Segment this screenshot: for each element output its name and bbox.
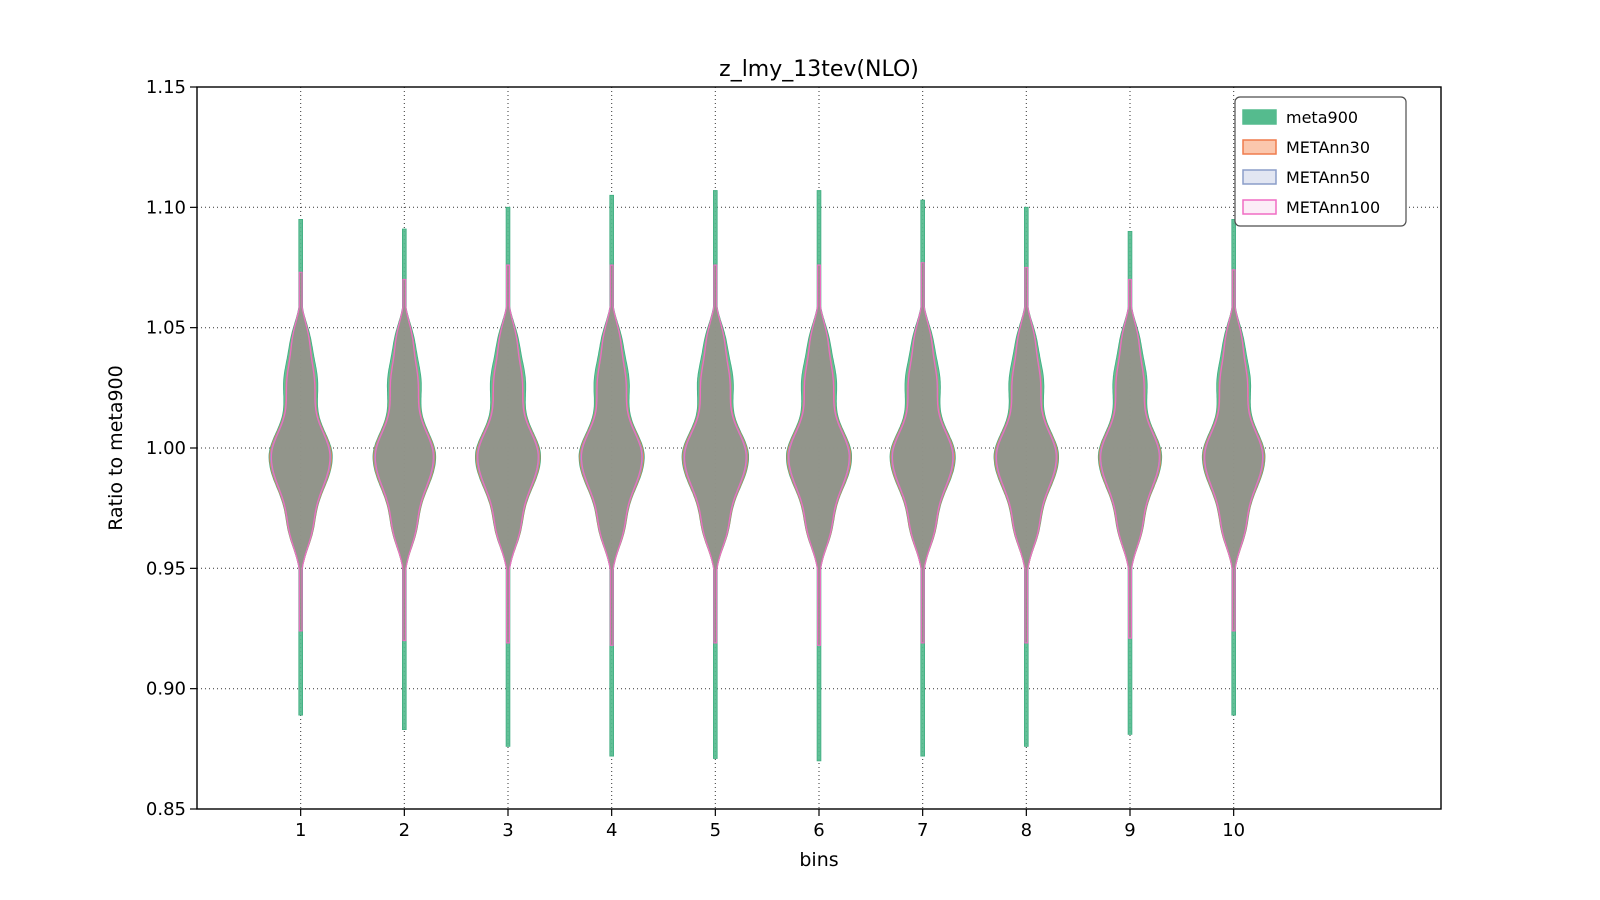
violins: [268, 190, 1266, 762]
x-tick-label: 3: [502, 820, 513, 841]
x-tick-label: 6: [813, 820, 824, 841]
violin-metann100: [683, 264, 747, 644]
chart-title: z_lmy_13tev(NLO): [719, 57, 919, 82]
violin-metann100: [270, 271, 331, 632]
legend: meta900 METAnn30 METAnn50 METAnn100: [1234, 96, 1407, 227]
violin-metann100: [995, 266, 1057, 644]
tick-labels: 1 2 3 4 5 6 7 8 9 10 0.85 0.90 0.95 1.00 1.05 1.10 1.15: [146, 77, 1245, 841]
x-tick-label: 2: [399, 820, 410, 841]
axis-ticks: [190, 86, 1235, 816]
y-tick-label: 1.15: [146, 77, 186, 98]
violin-bin-2: [372, 228, 437, 730]
y-tick-label: 0.85: [146, 799, 186, 820]
y-tick-label: 1.00: [146, 438, 186, 459]
x-tick-label: 9: [1124, 820, 1135, 841]
y-tick-label: 0.95: [146, 558, 186, 579]
legend-swatch-METAnn30: [1242, 139, 1277, 155]
x-tick-label: 7: [917, 820, 928, 841]
legend-swatch-METAnn50: [1242, 169, 1277, 185]
legend-box: [1234, 96, 1407, 227]
legend-label: METAnn100: [1286, 198, 1380, 217]
y-tick-label: 0.90: [146, 679, 186, 700]
legend-label: METAnn30: [1286, 138, 1370, 157]
legend-label: METAnn50: [1286, 168, 1370, 187]
y-tick-label: 1.05: [146, 318, 186, 339]
violin-bin-8: [993, 206, 1059, 747]
legend-swatch-METAnn100: [1242, 199, 1277, 215]
violin-bin-9: [1097, 231, 1163, 735]
legend-swatch-meta900: [1242, 109, 1277, 125]
x-tick-label: 1: [295, 820, 306, 841]
violin-metann100: [477, 264, 539, 644]
violin-metann100: [891, 262, 954, 644]
x-axis-label: bins: [799, 849, 838, 871]
violin-metann100: [1100, 278, 1160, 639]
x-tick-label: 8: [1021, 820, 1032, 841]
violin-bin-6: [786, 190, 852, 762]
violin-bin-1: [268, 219, 333, 716]
violin-bin-5: [681, 190, 749, 759]
x-tick-label: 10: [1222, 820, 1245, 841]
legend-label: meta900: [1286, 108, 1358, 127]
x-tick-label: 5: [710, 820, 721, 841]
violin-metann100: [788, 264, 850, 646]
violin-bin-10: [1201, 219, 1266, 716]
y-axis-label: Ratio to meta900: [105, 365, 127, 531]
violin-bin-3: [475, 206, 541, 747]
violin-metann100: [374, 278, 434, 642]
violin-bin-4: [578, 194, 645, 757]
violin-bin-7: [889, 199, 956, 757]
x-tick-label: 4: [606, 820, 617, 841]
y-tick-label: 1.10: [146, 197, 186, 218]
violin-metann100: [580, 264, 643, 646]
violin-metann100: [1204, 269, 1264, 632]
